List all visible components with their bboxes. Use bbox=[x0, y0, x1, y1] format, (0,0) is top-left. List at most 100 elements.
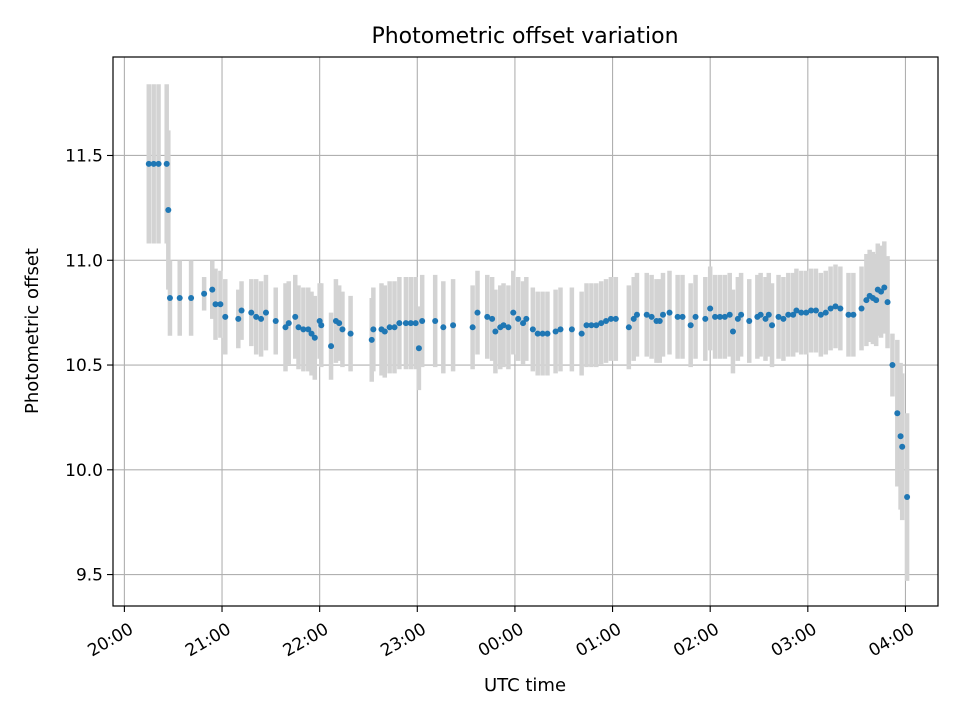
y-tick-label: 11.5 bbox=[65, 146, 103, 166]
data-point bbox=[793, 307, 800, 314]
y-tick-label: 10.5 bbox=[65, 356, 103, 376]
data-point bbox=[603, 318, 610, 325]
data-point bbox=[492, 328, 499, 335]
data-point bbox=[339, 326, 346, 333]
data-point bbox=[850, 311, 857, 318]
data-point bbox=[505, 324, 512, 331]
data-point bbox=[583, 322, 590, 329]
data-point bbox=[155, 160, 162, 167]
data-point bbox=[368, 336, 375, 343]
data-point bbox=[656, 318, 663, 325]
data-point bbox=[450, 322, 457, 329]
data-point bbox=[419, 318, 426, 325]
data-point bbox=[598, 320, 605, 327]
data-point bbox=[775, 313, 782, 320]
data-point bbox=[557, 326, 564, 333]
data-point bbox=[336, 320, 343, 327]
data-point bbox=[679, 313, 686, 320]
data-point bbox=[469, 324, 476, 331]
data-point bbox=[510, 309, 517, 316]
data-point bbox=[822, 309, 829, 316]
data-point bbox=[716, 313, 723, 320]
data-point bbox=[660, 311, 666, 318]
y-tick-label: 11.0 bbox=[65, 251, 103, 271]
data-point bbox=[692, 313, 699, 320]
data-point bbox=[858, 305, 865, 312]
data-point bbox=[347, 330, 354, 337]
data-point bbox=[648, 313, 655, 320]
data-point bbox=[163, 160, 170, 167]
data-point bbox=[412, 320, 419, 327]
data-point bbox=[738, 311, 745, 318]
y-tick-label: 10.0 bbox=[65, 461, 103, 481]
x-tick-label: 21:00 bbox=[182, 619, 234, 661]
data-point bbox=[305, 326, 312, 333]
data-point bbox=[432, 318, 439, 325]
data-point bbox=[803, 309, 810, 316]
data-point bbox=[311, 334, 318, 341]
x-axis-ticks: 20:00 21:00 22:00 23:00 00:00 01:00 02:00 03:00… bbox=[84, 606, 918, 661]
x-axis-label: UTC time bbox=[484, 675, 566, 696]
data-point bbox=[386, 324, 393, 331]
data-point bbox=[578, 330, 585, 337]
data-point bbox=[904, 494, 911, 501]
plot-frame bbox=[112, 56, 939, 607]
data-point bbox=[873, 297, 880, 304]
data-point bbox=[212, 301, 219, 308]
data-point bbox=[370, 326, 377, 333]
x-tick-label: 04:00 bbox=[866, 619, 918, 661]
data-point bbox=[165, 206, 172, 213]
data-point bbox=[884, 299, 891, 306]
data-point bbox=[894, 410, 901, 417]
data-point bbox=[381, 328, 388, 335]
data-point bbox=[552, 328, 559, 335]
data-point bbox=[674, 313, 681, 320]
data-point bbox=[765, 311, 772, 318]
y-tick-label: 9.5 bbox=[76, 566, 103, 586]
data-point bbox=[827, 305, 834, 312]
data-points bbox=[145, 160, 911, 501]
data-point bbox=[285, 320, 292, 327]
data-point bbox=[396, 320, 403, 327]
data-point bbox=[217, 301, 224, 308]
data-point bbox=[222, 313, 229, 320]
x-tick-label: 00:00 bbox=[475, 619, 527, 661]
data-point bbox=[176, 294, 183, 301]
data-point bbox=[625, 324, 632, 331]
data-point bbox=[769, 322, 776, 329]
data-point bbox=[262, 309, 269, 316]
data-point bbox=[899, 443, 906, 450]
data-point bbox=[702, 315, 709, 322]
data-point bbox=[201, 290, 208, 297]
chart-title: Photometric offset variation bbox=[371, 24, 678, 49]
data-point bbox=[687, 322, 694, 329]
data-point bbox=[808, 307, 815, 314]
data-point bbox=[812, 307, 819, 314]
data-point bbox=[209, 286, 216, 293]
data-point bbox=[238, 307, 245, 314]
x-tick-label: 02:00 bbox=[670, 619, 722, 661]
data-point bbox=[300, 326, 307, 333]
data-point bbox=[391, 324, 398, 331]
data-point bbox=[520, 320, 527, 327]
data-point bbox=[308, 330, 315, 337]
data-point bbox=[832, 303, 839, 310]
data-point bbox=[707, 305, 714, 312]
data-point bbox=[817, 311, 824, 318]
data-point bbox=[258, 315, 265, 322]
data-point bbox=[166, 294, 173, 301]
data-point bbox=[318, 322, 325, 329]
data-point bbox=[407, 320, 414, 327]
data-point bbox=[145, 160, 152, 167]
data-point bbox=[474, 309, 481, 316]
data-point bbox=[523, 315, 530, 322]
data-point bbox=[726, 311, 733, 318]
error-bars bbox=[146, 84, 910, 581]
data-point bbox=[484, 313, 491, 320]
data-point bbox=[534, 330, 541, 337]
data-point bbox=[762, 315, 769, 322]
data-point bbox=[328, 343, 335, 350]
data-point bbox=[402, 320, 409, 327]
data-point bbox=[721, 313, 728, 320]
